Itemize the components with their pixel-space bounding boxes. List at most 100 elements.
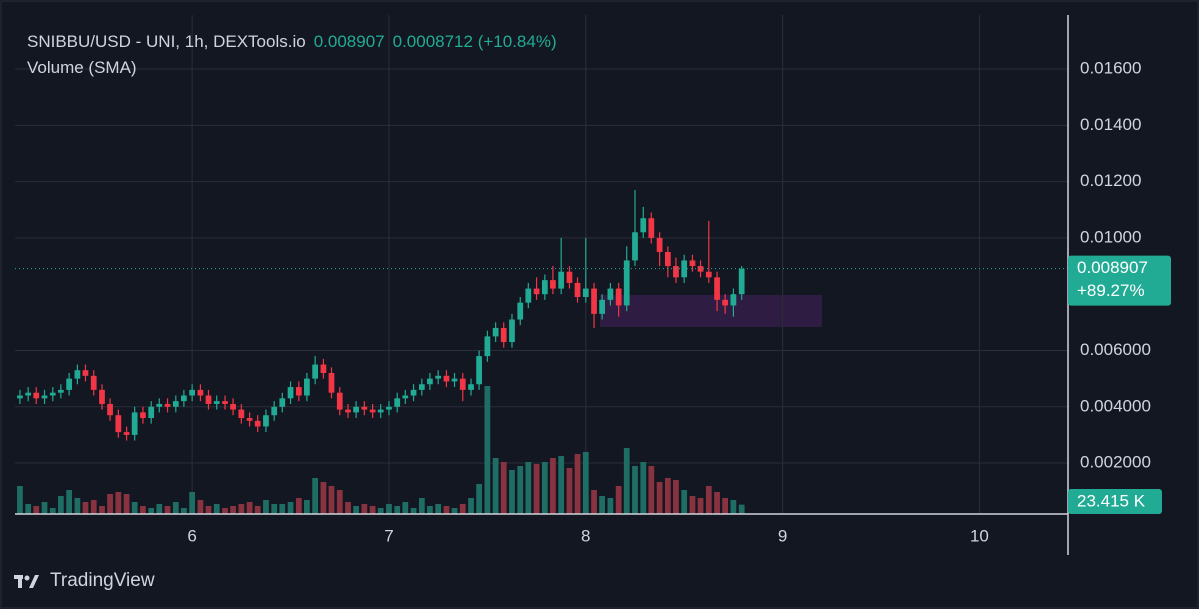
candle-body [279, 398, 286, 407]
candle-body [566, 271, 573, 283]
volume-bar [509, 470, 515, 514]
candle-body [402, 395, 409, 399]
volume-bar [640, 462, 647, 514]
header-change: 0.0008712 (+10.84%) [392, 32, 557, 51]
volume-bar [451, 508, 458, 514]
volume-bar [82, 502, 89, 514]
candle-body [230, 403, 236, 410]
volume-bar [697, 498, 704, 514]
candle-body [295, 387, 302, 396]
candle-body [640, 218, 647, 233]
volume-bar [730, 500, 737, 514]
volume-bar [123, 494, 130, 514]
volume-bar [222, 508, 228, 514]
volume-bar [591, 490, 597, 514]
candle-body [222, 401, 228, 404]
volume-bar [164, 506, 171, 514]
candle-body [33, 392, 40, 399]
volume-bar [386, 504, 392, 514]
volume-bar [500, 462, 507, 514]
candle-body [115, 415, 122, 433]
volume-bar [410, 508, 417, 514]
volume-bar [574, 454, 581, 514]
candle-body [25, 392, 32, 396]
volume-bar [189, 492, 196, 514]
volume-bar [213, 504, 220, 514]
volume-bar [476, 484, 482, 514]
candle-body [181, 395, 187, 402]
volume-bar [312, 478, 319, 514]
candle-body [418, 384, 425, 390]
volume-bar [66, 490, 72, 514]
volume-bar [263, 500, 269, 514]
volume-bar [681, 490, 688, 514]
volume-label-box [1068, 489, 1162, 514]
candle-body [681, 260, 688, 278]
volume-bar [541, 462, 548, 514]
volume-bar [238, 504, 245, 514]
volume-bar [468, 498, 474, 514]
volume-bar [525, 462, 532, 514]
candle-body [82, 370, 89, 376]
volume-bar [582, 452, 589, 514]
volume-bar [304, 500, 310, 514]
candle-body [386, 406, 392, 410]
volume-bar [140, 506, 146, 514]
y-tick-label: 0.01200 [1080, 171, 1141, 190]
y-tick-label: 0.006000 [1080, 340, 1151, 359]
candle-body [164, 403, 171, 407]
x-tick-label: 6 [187, 526, 196, 545]
volume-bar [484, 386, 491, 514]
candle-body [238, 409, 245, 419]
candle-body [172, 401, 179, 407]
candle-body [107, 403, 113, 416]
volume-bar [353, 506, 359, 514]
volume-title: Volume (SMA) [27, 58, 137, 77]
candle-body [271, 406, 278, 416]
volume-bar [607, 498, 614, 514]
candle-body [476, 356, 482, 385]
candle-body [517, 302, 524, 320]
volume-bar [427, 506, 433, 514]
candle-body [66, 378, 72, 390]
header-price: 0.008907 [313, 32, 385, 51]
volume-bar [90, 500, 97, 514]
volume-bar [181, 508, 187, 514]
volume-bar [25, 504, 32, 514]
candle-body [410, 389, 417, 396]
volume-bar [41, 502, 48, 514]
volume-bar [74, 498, 81, 514]
x-tick-label: 10 [970, 526, 989, 545]
volume-bar [418, 498, 425, 514]
volume-bar [566, 468, 573, 514]
candle-body [509, 319, 515, 343]
volume-bar [345, 502, 351, 514]
candle-body [41, 395, 48, 399]
volume-bar [632, 466, 638, 514]
y-tick-label: 0.002000 [1080, 453, 1151, 472]
candle-body [550, 280, 556, 289]
volume-bar [254, 506, 261, 514]
candle-body [336, 392, 343, 410]
candle-body [427, 378, 433, 385]
candle-body [99, 389, 105, 404]
candle-body [599, 299, 605, 314]
x-tick-label: 9 [778, 526, 787, 545]
brand-logo [14, 575, 39, 588]
candle-body [353, 406, 359, 413]
volume-bar [517, 466, 524, 514]
candle-body [90, 375, 97, 390]
volume-bar [656, 482, 663, 514]
candle-body [205, 395, 212, 404]
candle-body [435, 375, 442, 379]
volume-bar [435, 504, 442, 514]
volume-bar [197, 500, 204, 514]
candle-body [697, 266, 704, 272]
candle-body [705, 271, 712, 278]
candle-body [722, 299, 729, 306]
candle-body [123, 432, 130, 435]
candle-body [525, 288, 532, 303]
